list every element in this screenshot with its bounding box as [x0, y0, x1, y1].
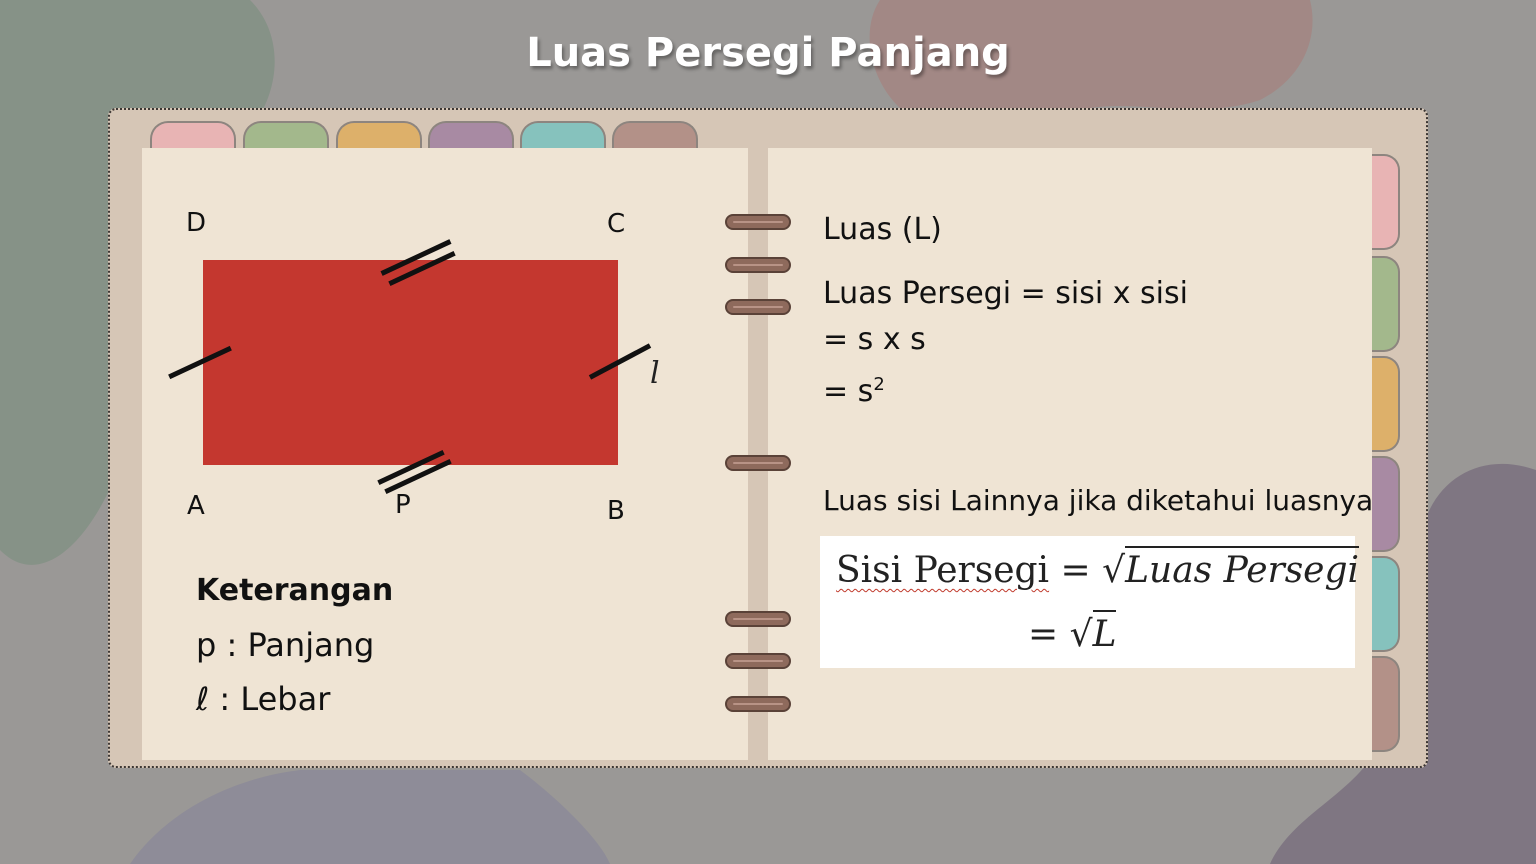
slide-title: Luas Persegi Panjang — [526, 30, 1010, 76]
legend-title: Keterangan — [196, 573, 394, 608]
vertex-label-d: D — [186, 208, 207, 238]
formula-equals-2: = — [1028, 614, 1059, 655]
width-symbol: l — [650, 356, 660, 391]
binder-ring — [725, 455, 791, 471]
formula-line-3: = s2 — [823, 374, 885, 409]
binder-ring — [725, 214, 791, 230]
formula-rhs: Luas Persegi — [1125, 546, 1360, 591]
formula-line-3-exponent: 2 — [873, 374, 885, 395]
formula-radicand-l: L — [1092, 610, 1117, 655]
binder-ring — [725, 696, 791, 712]
radical-sign: √ — [1102, 550, 1126, 591]
binder-ring — [725, 653, 791, 669]
vertex-label-c: C — [607, 209, 626, 239]
binder-ring — [725, 257, 791, 273]
rectangle-shape — [203, 260, 618, 465]
formula-row-1: Sisi Persegi = √Luas Persegi — [836, 546, 1360, 591]
binder-ring — [725, 611, 791, 627]
formula-equals: = — [1060, 550, 1091, 591]
legend-panjang: p : Panjang — [196, 626, 375, 664]
vertex-label-p: P — [395, 490, 411, 520]
formula-box — [820, 536, 1355, 668]
formula-lhs: Sisi Persegi — [836, 550, 1050, 591]
radical-sign-2: √ — [1069, 614, 1093, 655]
luas-heading: Luas (L) — [823, 212, 942, 247]
formula-line-1: Luas Persegi = sisi x sisi — [823, 276, 1188, 311]
formula-line-2: = s x s — [823, 322, 926, 357]
legend-lebar: ℓ : Lebar — [196, 680, 331, 718]
formula-row-2: = √L — [1028, 610, 1117, 655]
other-side-heading: Luas sisi Lainnya jika diketahui luasnya — [823, 484, 1374, 517]
vertex-label-b: B — [607, 496, 625, 526]
vertex-label-a: A — [187, 491, 205, 521]
binder-ring — [725, 299, 791, 315]
formula-line-3-base: = s — [823, 374, 874, 409]
